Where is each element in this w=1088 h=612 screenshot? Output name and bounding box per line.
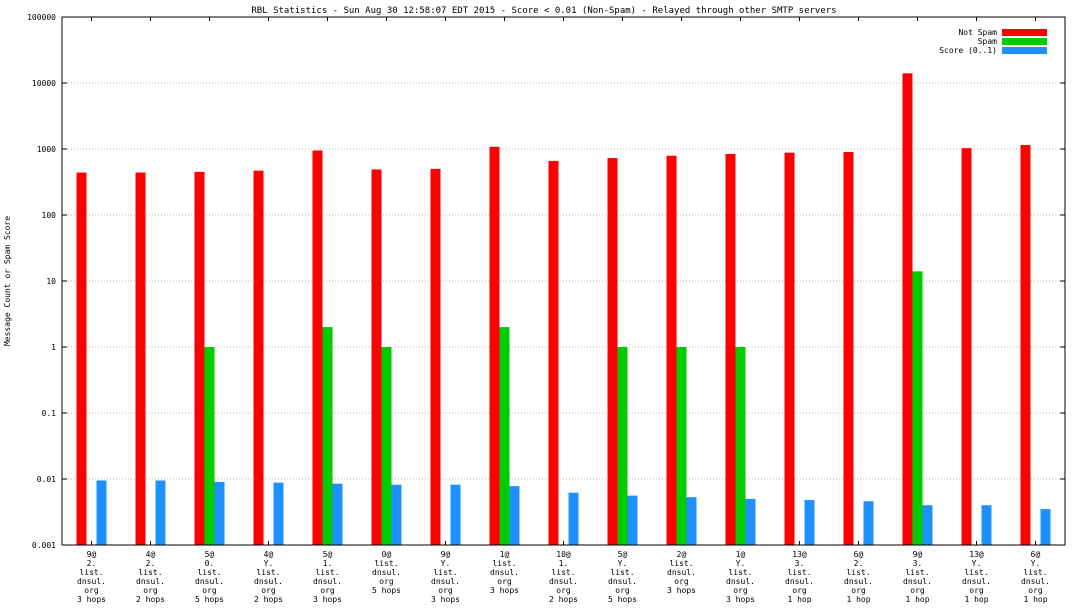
bar-not-spam [371,169,382,545]
bar-score-0-1 [568,492,579,545]
bar-spam [735,347,746,545]
chart-legend: Not Spam Spam Score (0..1) [939,28,1047,55]
bar-score-0-1 [214,482,225,545]
bar-spam [676,347,687,545]
bar-score-0-1 [745,498,756,545]
bar-spam [617,347,628,545]
x-category-label: 13@ Y. list. dnsul. org 1 hop [962,550,991,604]
bar-spam [322,327,333,545]
bar-not-spam [961,148,972,545]
bar-not-spam [725,153,736,546]
bar-not-spam [489,146,500,545]
bar-score-0-1 [1040,509,1051,545]
bar-score-0-1 [686,497,697,545]
x-category-label: 10@ 1. list. dnsul. org 2 hops [549,550,578,604]
bar-not-spam [194,171,205,545]
bar-not-spam [548,160,559,545]
bar-not-spam [1020,144,1031,545]
bar-not-spam [76,172,87,546]
bar-spam [912,271,923,545]
y-tick-label: 100000 [27,13,56,22]
bar-spam [381,347,392,545]
x-category-label: 9@ Y. list. dnsul. org 3 hops [431,550,460,604]
bar-score-0-1 [450,484,461,545]
y-axis-label: Message Count or Spam Score [3,216,12,346]
bar-not-spam [784,152,795,546]
bar-spam [499,327,510,545]
x-category-label: 5@ 1. list. dnsul. org 3 hops [313,550,342,604]
y-tick-label: 0.1 [42,409,57,418]
legend-swatch-not-spam [1002,29,1047,36]
y-tick-label: 1 [51,343,56,352]
bar-not-spam [312,150,323,545]
legend-swatch-score [1002,47,1047,54]
bar-not-spam [902,73,913,545]
bar-not-spam [666,155,677,546]
bar-not-spam [607,158,618,545]
chart-title: RBL Statistics - Sun Aug 30 12:58:07 EDT… [251,6,837,16]
x-category-label: 1@ list. dnsul. org 3 hops [490,550,519,595]
x-category-label: 0@ list. dnsul. org 5 hops [372,550,401,595]
bar-score-0-1 [273,482,284,545]
y-tick-label: 0.001 [32,541,56,550]
bar-score-0-1 [391,484,402,545]
bar-spam [204,347,215,545]
x-category-label: 6@ 2. list. dnsul. org 1 hop [844,550,873,604]
x-category-label: 5@ Y. list. dnsul. org 5 hops [608,550,637,604]
bar-score-0-1 [627,495,638,545]
x-category-label: 5@ 0. list. dnsul. org 5 hops [195,550,224,604]
x-category-label: 4@ 2. list. dnsul. org 2 hops [136,550,165,604]
x-category-label: 6@ Y. list. dnsul. org 1 hop [1021,550,1050,604]
x-category-label: 1@ Y. list. dnsul. org 3 hops [726,550,755,604]
legend-swatch-spam [1002,38,1047,45]
legend-label-not-spam: Not Spam [958,28,997,37]
bar-score-0-1 [804,500,815,545]
y-tick-label: 100 [42,211,57,220]
bar-score-0-1 [981,505,992,545]
bar-not-spam [253,170,264,545]
y-tick-label: 10 [46,277,56,286]
legend-label-score: Score (0..1) [939,46,997,55]
x-category-label: 2@ list. dnsul. org 3 hops [667,550,696,595]
bar-score-0-1 [509,486,520,545]
x-category-label: 9@ 3. list. dnsul. org 1 hop [903,550,932,604]
x-category-label: 13@ 3. list. dnsul. org 1 hop [785,550,814,604]
bar-score-0-1 [155,480,166,545]
y-tick-label: 1000 [37,145,56,154]
x-category-label: 4@ Y. list. dnsul. org 2 hops [254,550,283,604]
bar-score-0-1 [922,505,933,545]
bar-not-spam [843,152,854,545]
plot-border [61,16,1066,546]
y-tick-label: 0.01 [37,475,56,484]
x-category-label: 9@ 2. list. dnsul. org 3 hops [77,550,106,604]
bar-not-spam [430,168,441,545]
legend-item-not-spam: Not Spam [939,28,1047,37]
bar-score-0-1 [96,480,107,545]
bar-not-spam [135,172,146,546]
legend-item-score: Score (0..1) [939,46,1047,55]
legend-label-spam: Spam [977,37,997,46]
bar-score-0-1 [332,483,343,545]
y-tick-label: 10000 [32,79,56,88]
legend-item-spam: Spam [939,37,1047,46]
bar-score-0-1 [863,501,874,545]
